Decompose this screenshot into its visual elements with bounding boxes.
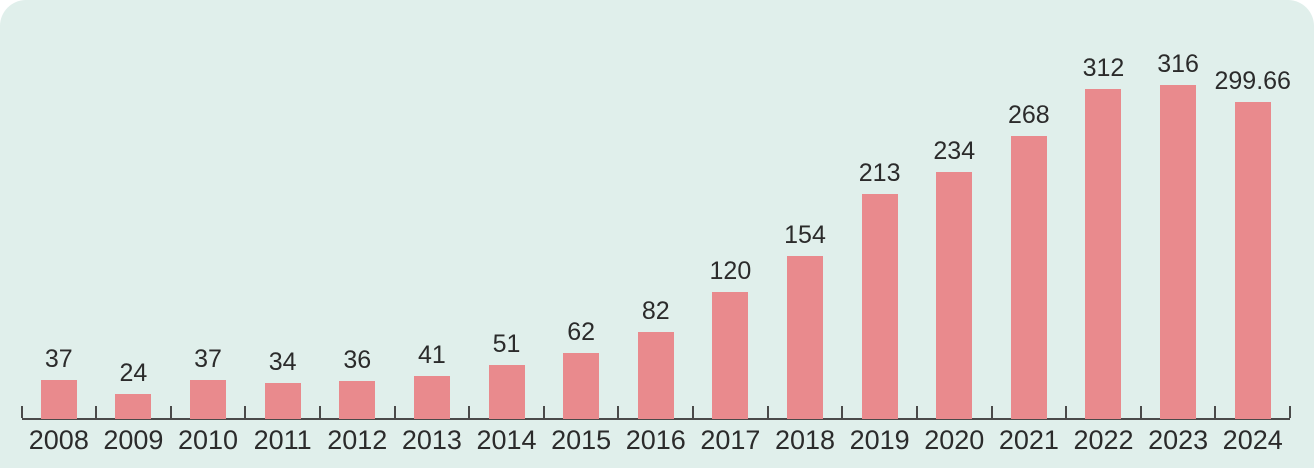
- bar-value-label: 299.66: [1214, 67, 1291, 95]
- bar: [1010, 136, 1047, 419]
- x-axis-tick: [95, 406, 98, 418]
- x-axis-tick: [841, 406, 844, 418]
- x-axis-tick: [617, 406, 620, 418]
- x-axis-label: 2017: [700, 425, 761, 455]
- x-axis-label: 2012: [327, 425, 388, 455]
- x-axis-label: 2014: [476, 425, 537, 455]
- bar: [1085, 89, 1122, 419]
- x-axis-label: 2022: [1073, 425, 1134, 455]
- bar: [787, 256, 823, 419]
- bar: [413, 376, 450, 419]
- bar: [563, 353, 600, 419]
- bar-value-label: 316: [1157, 50, 1199, 78]
- bar-value-label: 154: [784, 221, 826, 249]
- bar-value-label: 62: [567, 318, 596, 346]
- x-axis-tick: [692, 406, 695, 418]
- bar: [190, 380, 227, 419]
- bar: [488, 365, 525, 419]
- bar-value-label: 36: [343, 346, 372, 374]
- x-axis-label: 2021: [998, 425, 1059, 455]
- bar-value-label: 268: [1008, 101, 1050, 129]
- x-axis-tick: [318, 406, 321, 418]
- bar: [637, 332, 674, 419]
- x-axis-label: 2015: [551, 425, 612, 455]
- x-axis-tick: [915, 406, 918, 418]
- x-axis-tick: [1289, 406, 1292, 418]
- x-axis-tick: [393, 406, 396, 418]
- x-axis-label: 2019: [849, 425, 910, 455]
- x-axis-tick: [20, 406, 23, 418]
- bar: [1234, 102, 1271, 419]
- x-axis-label: 2011: [253, 425, 312, 455]
- x-axis-tick: [1065, 406, 1068, 418]
- bar-value-label: 82: [641, 297, 670, 325]
- bar-value-label: 37: [44, 345, 73, 373]
- x-axis-tick: [169, 406, 172, 418]
- bar: [861, 194, 898, 419]
- bar-value-label: 41: [418, 341, 446, 369]
- x-axis-label: 2009: [103, 425, 164, 455]
- bar: [40, 380, 77, 419]
- bar-value-label: 37: [194, 345, 222, 373]
- bar-value-label: 120: [709, 257, 752, 285]
- x-axis-label: 2013: [401, 425, 462, 455]
- bar-value-label: 312: [1082, 54, 1125, 82]
- x-axis-label: 2024: [1222, 425, 1283, 455]
- bar: [1160, 85, 1197, 419]
- bar: [115, 394, 152, 419]
- x-axis-label: 2018: [774, 425, 836, 455]
- x-axis-label: 2010: [178, 425, 239, 455]
- bar: [339, 381, 376, 419]
- x-axis-tick: [990, 406, 993, 418]
- x-axis-tick: [1139, 406, 1142, 418]
- x-axis-line: [21, 418, 1291, 420]
- x-axis-label: 2020: [924, 425, 985, 455]
- x-axis-tick: [468, 406, 471, 418]
- x-axis-label: 2016: [625, 425, 686, 455]
- x-axis-tick: [1214, 406, 1217, 418]
- bar-value-label: 213: [858, 159, 901, 187]
- x-axis-tick: [542, 406, 545, 418]
- x-axis-label: 2023: [1148, 425, 1209, 455]
- bar: [712, 292, 749, 419]
- bar-value-label: 51: [492, 330, 521, 358]
- x-axis-label: 2008: [28, 425, 89, 455]
- bar: [264, 383, 301, 419]
- bar-value-label: 34: [268, 348, 297, 376]
- bar-value-label: 234: [933, 137, 976, 165]
- bar-value-label: 24: [119, 359, 148, 387]
- x-axis-tick: [766, 406, 769, 418]
- x-axis-tick: [244, 406, 247, 418]
- bar: [936, 172, 973, 419]
